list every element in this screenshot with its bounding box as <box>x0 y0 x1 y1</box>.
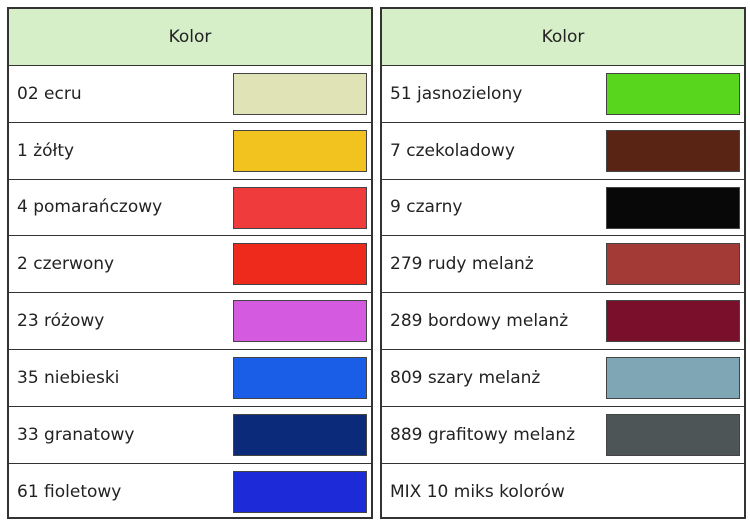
color-table: Kolor 51 jasnozielony 7 czekoladowy 9 czarn… <box>380 7 746 519</box>
table-row: 289 bordowy melanż <box>382 293 744 350</box>
table-row: 9 czarny <box>382 180 744 237</box>
table-header: Kolor <box>382 9 744 66</box>
color-swatch <box>233 129 367 172</box>
table-row: 02 ecru <box>9 66 371 123</box>
table-header: Kolor <box>9 9 371 66</box>
table-row: 279 rudy melanż <box>382 236 744 294</box>
table-row: 809 szary melanż <box>382 350 744 407</box>
color-label: 9 czarny <box>390 197 463 218</box>
color-swatch <box>233 243 367 286</box>
table-row: 889 grafitowy melanż <box>382 407 744 464</box>
color-label: 2 czerwony <box>17 254 115 275</box>
color-swatch <box>606 73 740 115</box>
color-swatch <box>233 300 367 343</box>
table-row: 2 czerwony <box>9 236 371 294</box>
color-label: 889 grafitowy melanż <box>390 424 576 445</box>
color-swatch <box>233 470 367 513</box>
color-swatch <box>233 73 367 115</box>
color-swatch <box>606 243 740 286</box>
table-row: 33 granatowy <box>9 407 371 464</box>
color-swatch <box>233 356 367 399</box>
color-swatch <box>606 356 740 399</box>
color-swatch <box>606 129 740 172</box>
table-row: 1 żółty <box>9 123 371 180</box>
color-label: 33 granatowy <box>17 424 135 445</box>
color-label: 4 pomarańczowy <box>17 197 163 218</box>
table-row: 35 niebieski <box>9 350 371 407</box>
color-table: Kolor 02 ecru 1 żółty 4 pomarańczowy 2 czerw… <box>7 7 373 519</box>
table-row: 4 pomarańczowy <box>9 180 371 237</box>
table-row: 51 jasnozielony <box>382 66 744 123</box>
table-row: 7 czekoladowy <box>382 123 744 180</box>
color-label: 23 różowy <box>17 311 105 332</box>
color-label: 02 ecru <box>17 83 82 104</box>
color-label: 289 bordowy melanż <box>390 311 569 332</box>
color-label: 279 rudy melanż <box>390 254 534 275</box>
table-row: 23 różowy <box>9 293 371 350</box>
color-label: 51 jasnozielony <box>390 83 523 104</box>
color-swatch <box>233 186 367 229</box>
color-label: 7 czekoladowy <box>390 140 515 161</box>
color-swatch <box>233 413 367 456</box>
color-swatch <box>606 186 740 229</box>
color-label: 809 szary melanż <box>390 367 541 388</box>
table-row: MIX 10 miks kolorów <box>382 464 744 521</box>
table-row: 61 fioletowy <box>9 464 371 521</box>
color-label: 1 żółty <box>17 140 75 161</box>
color-swatch <box>606 413 740 456</box>
color-swatch <box>606 300 740 343</box>
color-label: 61 fioletowy <box>17 481 122 502</box>
color-label: 35 niebieski <box>17 367 120 388</box>
color-label: MIX 10 miks kolorów <box>390 481 565 502</box>
